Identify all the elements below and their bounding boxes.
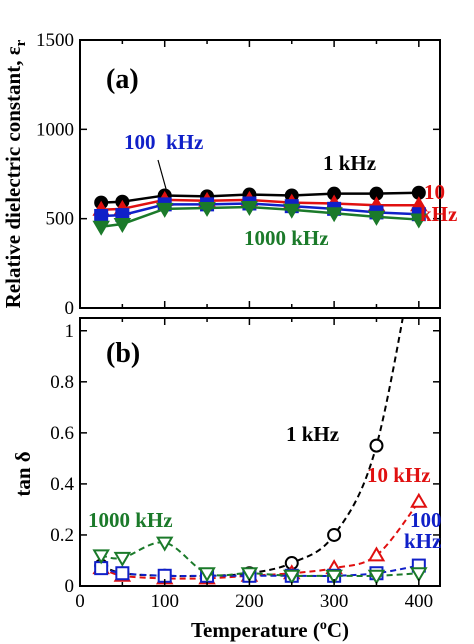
data-point-b-1000-khz [410, 567, 428, 583]
panel-b-x-tick-label: 200 [235, 591, 264, 612]
data-point-a-1000-khz [283, 203, 301, 219]
panel-b-x-tick-label: 300 [320, 591, 349, 612]
data-point-b-1000-khz [113, 551, 132, 567]
panel-b-label: (b) [106, 338, 140, 369]
panel-b-x-tick-label: 100 [150, 591, 179, 612]
data-point-b-10-khz [367, 546, 386, 562]
panel-a-frame [79, 39, 441, 309]
panel-a-label: (a) [106, 64, 139, 95]
annotation-a-10khz-line1: 10 [424, 180, 445, 204]
annotation-b-100khz-line1: 100 [410, 508, 442, 532]
panel-a-y-ticks: 0 500 1000 1500 [36, 30, 440, 319]
series-b-100-khz-line [100, 564, 420, 577]
panel-b-y-tick-label: 0 [65, 576, 75, 597]
panel-a-y-axis-label-main: Relative dielectric constant, ε [1, 46, 25, 308]
annotation-a-1000khz: 1000 kHz [244, 226, 329, 250]
panel-b-x-axis-label-end: C) [327, 618, 349, 642]
annotation-a-100khz: 100 kHz [124, 130, 203, 154]
panel-b-x-tick-label: 400 [405, 591, 434, 612]
panel-a-y-tick-label: 1500 [36, 30, 74, 51]
panel-a-y-tick-label: 1000 [36, 119, 74, 140]
panel-a-y-axis-label: Relative dielectric constant, εr [1, 39, 29, 308]
annotation-a-10khz-line2: kHz [420, 202, 457, 226]
annotation-b-1000khz: 1000 kHz [88, 508, 173, 532]
annotation-b-1khz: 1 kHz [286, 422, 339, 446]
data-point-b-1-khz [327, 527, 342, 542]
panel-a: 0 500 1000 1500 (a) Relative dielectric con… [1, 30, 457, 319]
data-point-b-1000-khz [92, 549, 110, 565]
data-point-b-1000-khz [198, 567, 216, 583]
panel-b-y-tick-label: 0.8 [50, 372, 74, 393]
data-point-a-100-khz [94, 208, 109, 223]
annotation-b-100khz-line2: kHz [404, 529, 441, 553]
data-point-b-1000-khz [283, 569, 301, 585]
panel-b: 0 0.2 0.4 0.6 0.8 1 0 100 200 300 400 (b) tan δ T… [11, 317, 442, 642]
series-a-1000-khz [92, 201, 428, 236]
data-point-a-1000-khz [367, 210, 386, 226]
panel-b-y-ticks: 0 0.2 0.4 0.6 0.8 1 [50, 321, 440, 597]
panel-a-y-tick-label: 500 [46, 209, 75, 230]
data-point-a-1000-khz [155, 202, 174, 218]
panel-a-series [92, 185, 428, 236]
panel-b-y-tick-label: 0.2 [50, 525, 74, 546]
data-point-b-1-khz [369, 438, 384, 453]
annotation-a-1khz: 1 kHz [323, 151, 376, 175]
data-point-b-1000-khz [155, 536, 174, 552]
data-point-b-1000-khz [367, 569, 386, 585]
annotation-a-100khz-leader [157, 159, 169, 197]
data-point-b-10-khz [410, 492, 428, 508]
data-point-a-1000-khz [240, 201, 259, 217]
panel-b-y-tick-label: 0.6 [50, 423, 74, 444]
panel-a-x-ticks [79, 40, 420, 308]
panel-a-y-axis-label-sub: r [13, 39, 29, 46]
annotation-b-10khz: 10 kHz [367, 463, 431, 487]
data-point-b-100-khz [115, 566, 130, 581]
panel-b-y-axis-label: tan δ [11, 451, 35, 496]
data-point-b-1000-khz [325, 569, 343, 585]
data-point-a-1000-khz [325, 207, 343, 223]
series-b-1000-khz [92, 536, 428, 585]
panel-b-y-tick-label: 1 [65, 321, 75, 342]
data-point-b-1000-khz [240, 567, 259, 583]
data-point-a-1000-khz [92, 220, 110, 236]
panel-b-frame [79, 317, 441, 587]
panel-b-x-ticks: 0 100 200 300 400 [75, 318, 433, 612]
panel-b-x-axis-label: Temperature (oC) [191, 618, 349, 642]
panel-b-y-tick-label: 0.4 [50, 474, 74, 495]
data-point-a-1000-khz [113, 218, 132, 234]
panel-b-x-axis-label-main: Temperature ( [191, 618, 320, 642]
data-point-a-1000-khz [410, 213, 428, 229]
panel-a-y-tick-label: 0 [65, 298, 75, 319]
panel-b-x-tick-label: 0 [75, 591, 85, 612]
panel-b-x-axis-label-sup: o [320, 618, 327, 633]
data-point-a-1000-khz [198, 201, 216, 217]
